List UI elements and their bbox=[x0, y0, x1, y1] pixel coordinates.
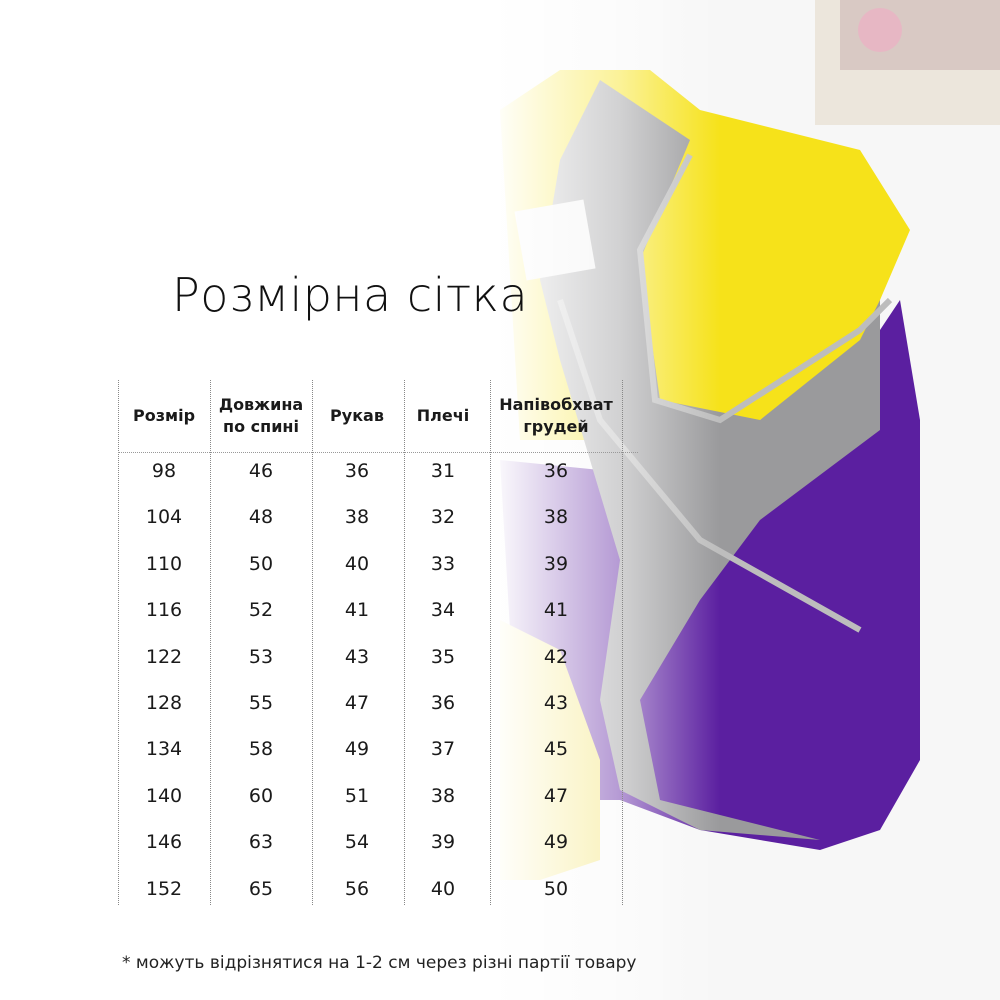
column-header: Розмір bbox=[94, 405, 234, 427]
table-cell: 43 bbox=[543, 692, 569, 714]
table-cell: 50 bbox=[248, 552, 274, 575]
page-title: Розмірна сітка bbox=[172, 268, 529, 322]
table-cell: 38 bbox=[344, 506, 370, 529]
table-cell: 31 bbox=[430, 460, 456, 482]
column-header-line: Рукав bbox=[330, 406, 384, 425]
column-divider bbox=[622, 380, 623, 905]
table-cell: 39 bbox=[430, 831, 456, 854]
table-cell: 39 bbox=[543, 552, 569, 575]
table-cell: 49 bbox=[543, 831, 569, 854]
column-header: Рукав bbox=[287, 405, 427, 427]
table-cell: 54 bbox=[344, 831, 370, 854]
table-cell: 41 bbox=[344, 599, 370, 622]
header-divider bbox=[118, 452, 638, 453]
table-cell: 60 bbox=[248, 784, 274, 807]
table-cell: 146 bbox=[145, 831, 183, 854]
table-cell: 128 bbox=[145, 692, 183, 714]
table-cell: 50 bbox=[543, 877, 569, 900]
table-cell: 48 bbox=[248, 506, 274, 529]
table-cell: 63 bbox=[248, 831, 274, 854]
column-header-line: Напівобхват bbox=[499, 395, 613, 414]
table-cell: 40 bbox=[430, 877, 456, 900]
table-cell: 56 bbox=[344, 877, 370, 900]
table-cell: 98 bbox=[151, 460, 177, 482]
table-cell: 51 bbox=[344, 784, 370, 807]
column-header: Напівобхват грудей bbox=[486, 394, 626, 438]
table-cell: 152 bbox=[145, 877, 183, 900]
column-divider bbox=[404, 380, 405, 905]
column-header-line: Розмір bbox=[132, 406, 196, 425]
column-header-line: по спині bbox=[223, 417, 299, 436]
column-header-line: Довжина bbox=[218, 395, 304, 414]
table-cell: 36 bbox=[344, 460, 370, 482]
table-cell: 116 bbox=[145, 599, 183, 622]
table-cell: 140 bbox=[145, 784, 183, 807]
table-cell: 35 bbox=[430, 645, 456, 668]
table-cell: 58 bbox=[248, 738, 274, 761]
table-cell: 43 bbox=[344, 645, 370, 668]
table-cell: 52 bbox=[248, 599, 274, 622]
table-cell: 65 bbox=[248, 877, 274, 900]
footnote: * можуть відрізнятися на 1-2 см через рі… bbox=[122, 953, 637, 973]
column-header: Плечі bbox=[373, 405, 513, 427]
table-cell: 47 bbox=[543, 784, 569, 807]
table-cell: 33 bbox=[430, 552, 456, 575]
column-header: Довжина по спині bbox=[191, 394, 331, 438]
table-cell: 42 bbox=[543, 645, 569, 668]
column-header-line: грудей bbox=[523, 417, 589, 436]
table-cell: 37 bbox=[430, 738, 456, 761]
table-cell: 41 bbox=[543, 599, 569, 622]
table-cell: 46 bbox=[248, 460, 274, 482]
table-cell: 47 bbox=[344, 692, 370, 714]
table-cell: 36 bbox=[430, 692, 456, 714]
column-divider bbox=[312, 380, 313, 905]
column-header-line: Плечі bbox=[416, 406, 470, 425]
table-cell: 110 bbox=[145, 552, 183, 575]
table-cell: 38 bbox=[430, 784, 456, 807]
table-cell: 45 bbox=[543, 738, 569, 761]
table-cell: 49 bbox=[344, 738, 370, 761]
table-cell: 134 bbox=[145, 738, 183, 761]
table-cell: 122 bbox=[145, 645, 183, 668]
table-cell: 34 bbox=[430, 599, 456, 622]
table-cell: 32 bbox=[430, 506, 456, 529]
table-cell: 36 bbox=[543, 460, 569, 482]
column-divider bbox=[490, 380, 491, 905]
table-cell: 55 bbox=[248, 692, 274, 714]
table-cell: 40 bbox=[344, 552, 370, 575]
table-cell: 53 bbox=[248, 645, 274, 668]
column-divider bbox=[210, 380, 211, 905]
table-cell: 38 bbox=[543, 506, 569, 529]
table-cell: 104 bbox=[145, 506, 183, 529]
column-divider bbox=[118, 380, 119, 905]
